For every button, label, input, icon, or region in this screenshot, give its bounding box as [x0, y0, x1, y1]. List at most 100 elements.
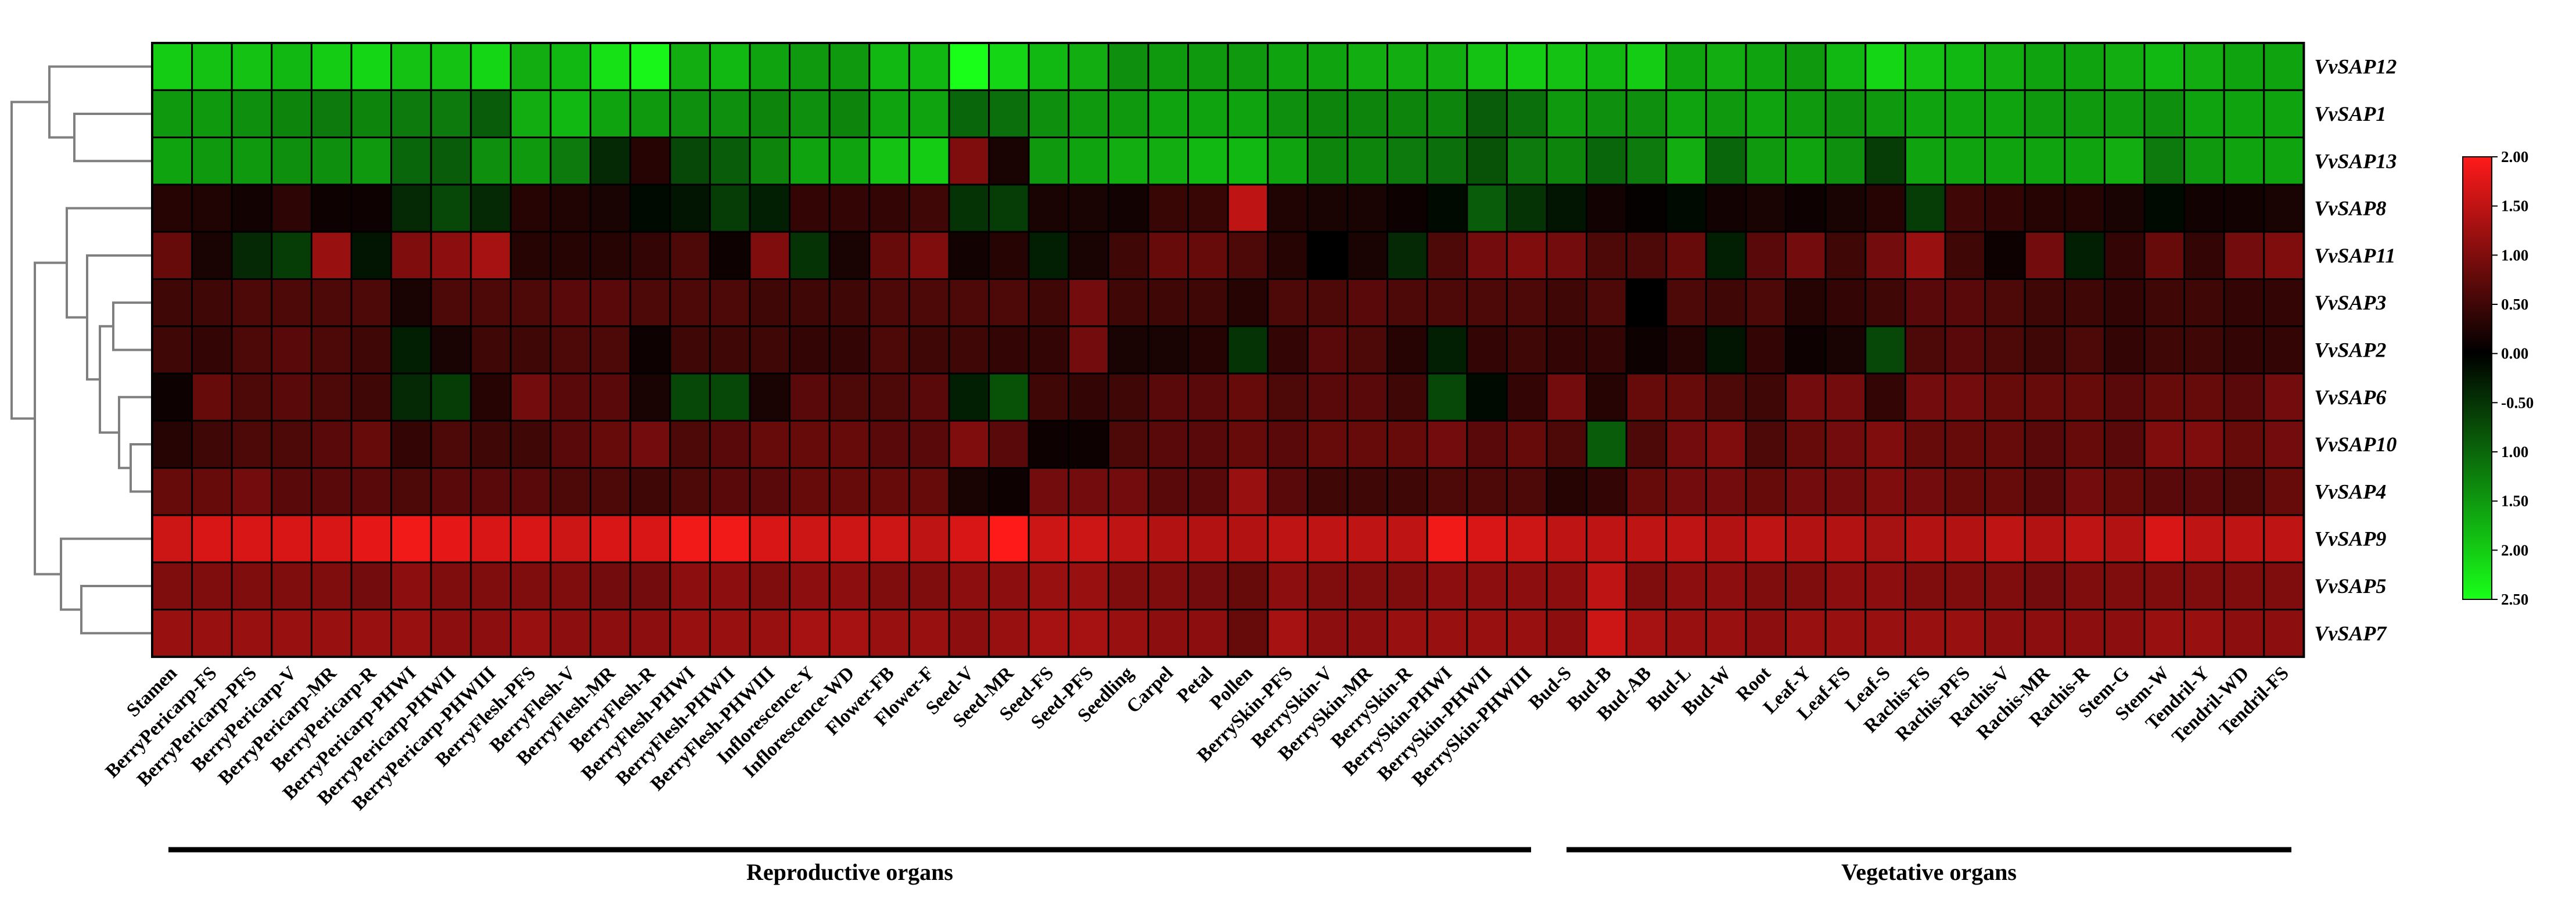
heatmap-cell [2103, 184, 2146, 233]
scale-tick-label: -0.50 [2501, 394, 2534, 411]
heatmap-cell [1027, 184, 1070, 233]
heatmap-cell [1904, 89, 1946, 139]
heatmap-cell [1904, 325, 1946, 375]
heatmap-cell [2103, 231, 2146, 281]
dendrogram-branch [80, 584, 151, 635]
heatmap-cell [1227, 561, 1269, 611]
heatmap-cell [1267, 609, 1309, 658]
heatmap-cell [470, 278, 512, 328]
heatmap-cell [1386, 42, 1428, 91]
heatmap-cell [231, 136, 273, 186]
heatmap-cell [1107, 561, 1149, 611]
heatmap-cell [509, 561, 552, 611]
heatmap-cell [1027, 467, 1070, 516]
heatmap-cell [1506, 325, 1548, 375]
heatmap-cell [1027, 372, 1070, 422]
heatmap-cell [948, 467, 990, 516]
heatmap-cell [350, 325, 393, 375]
heatmap-cell [1267, 325, 1309, 375]
heatmap-cell [1426, 184, 1468, 233]
heatmap-cell [390, 89, 432, 139]
heatmap-cell [350, 231, 393, 281]
heatmap-cell [709, 89, 751, 139]
heatmap-cell [2103, 467, 2146, 516]
heatmap-cell [2143, 609, 2186, 658]
heatmap-cell [1426, 419, 1468, 469]
column-labels: StamenBerryPericarp-FSBerryPericarp-PFSB… [102, 662, 2293, 814]
row-label: VvSAP12 [2314, 55, 2397, 78]
row-label: VvSAP7 [2314, 621, 2387, 645]
heatmap-cell [1984, 184, 2026, 233]
row-labels: VvSAP12 VvSAP1 VvSAP13 VvSAP8 VvSAP11 VvSAP3 V… [2314, 55, 2397, 645]
heatmap-cell [1346, 136, 1389, 186]
heatmap-cell [828, 42, 871, 91]
heatmap-cell [1665, 278, 1707, 328]
heatmap-cell [629, 278, 671, 328]
heatmap-cell [2183, 89, 2225, 139]
heatmap-cell [1107, 89, 1149, 139]
heatmap-cell [2143, 372, 2186, 422]
heatmap-cell [1785, 467, 1827, 516]
heatmap-cell [1267, 278, 1309, 328]
color-scale-bar [2462, 156, 2492, 600]
heatmap-cell [749, 561, 791, 611]
heatmap-cell [2064, 136, 2106, 186]
heatmap-cell [1386, 372, 1428, 422]
heatmap-cell [2223, 467, 2265, 516]
heatmap-cell [2223, 372, 2265, 422]
heatmap-cell [2024, 278, 2066, 328]
heatmap-cell [1466, 42, 1508, 91]
heatmap-cell [948, 89, 990, 139]
heatmap-cell [549, 278, 592, 328]
heatmap-cell [2183, 514, 2225, 563]
heatmap-cell [2223, 561, 2265, 611]
heatmap-cell [1586, 561, 1627, 611]
dendrogram-branch [86, 254, 151, 381]
heatmap-cell [509, 89, 552, 139]
heatmap-cell [669, 231, 711, 281]
heatmap-cell [1745, 372, 1787, 422]
heatmap-cell [231, 184, 273, 233]
heatmap-cell [2263, 467, 2305, 516]
heatmap-cell [709, 325, 751, 375]
heatmap-cell [1944, 561, 1986, 611]
heatmap-cell [151, 609, 193, 658]
heatmap-cell [1147, 42, 1190, 91]
heatmap-cell [1864, 231, 1906, 281]
heatmap-cell [669, 514, 711, 563]
heatmap-cell [2103, 136, 2146, 186]
heatmap-cell [1386, 467, 1428, 516]
heatmap-cell [310, 325, 353, 375]
heatmap-cell [709, 561, 751, 611]
heatmap-cell [1466, 419, 1508, 469]
heatmap-cell [1665, 42, 1707, 91]
heatmap-cell [470, 467, 512, 516]
heatmap-cell [1306, 325, 1349, 375]
heatmap-cell [1625, 231, 1668, 281]
heatmap-cell [1466, 609, 1508, 658]
heatmap-cell [1745, 136, 1787, 186]
heatmap-cell [271, 184, 312, 233]
heatmap-cell [1546, 42, 1588, 91]
heatmap-cell [231, 514, 273, 563]
heatmap-cell [2024, 231, 2066, 281]
scale-tick-label: 2.50 [2501, 591, 2528, 608]
heatmap-cell [2263, 419, 2305, 469]
row-label: VvSAP6 [2314, 386, 2386, 409]
heatmap-cell [1068, 89, 1109, 139]
heatmap-cell [2183, 42, 2225, 91]
heatmap-cell [430, 278, 472, 328]
heatmap-cell [509, 42, 552, 91]
heatmap-cell [310, 278, 353, 328]
heatmap-cell [1187, 42, 1229, 91]
heatmap-cell [1944, 231, 1986, 281]
heatmap-cell [1187, 561, 1229, 611]
heatmap-cell [669, 419, 711, 469]
heatmap-cell [549, 609, 592, 658]
heatmap-cell [709, 419, 751, 469]
heatmap-cell [549, 325, 592, 375]
heatmap-cell [1187, 372, 1229, 422]
heatmap-cell [2064, 467, 2106, 516]
heatmap-cell [828, 467, 871, 516]
heatmap-cell [1068, 136, 1109, 186]
